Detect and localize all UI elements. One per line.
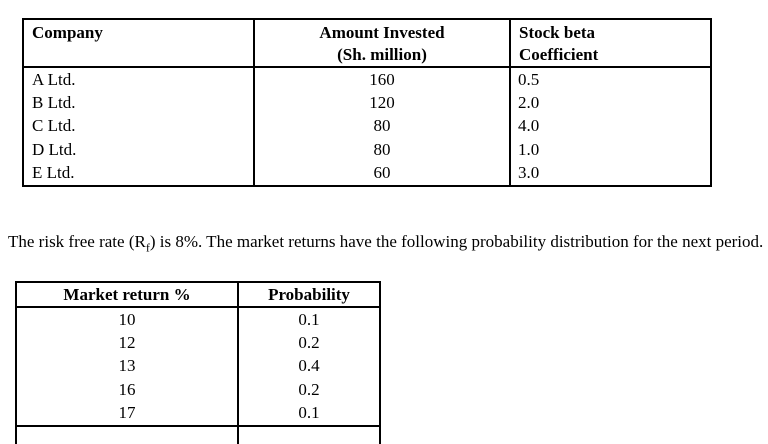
table-row-amount: 80 [255,138,511,162]
market-return-table: Market return % Probability 10 0.1 12 0.… [15,281,381,444]
table-row-market-return: 13 [17,354,239,379]
paragraph-text-pre: The risk free rate (R [8,232,146,251]
table-row-probability: 0.2 [298,379,320,399]
risk-free-rate-paragraph: The risk free rate (Rf) is 8%. The marke… [8,230,766,253]
table-row-market-return: 16 [17,378,239,402]
table-row-beta: 0.5 [518,69,540,89]
table-row-company: B Ltd. [24,91,255,115]
header-amount-line2: (Sh. million) [337,45,427,64]
table-clipped-row-left [17,424,239,444]
table-row-probability: 0.1 [298,309,320,329]
table-row-probability: 0.1 [298,403,320,423]
header-stock-beta: Stock beta Coefficient [511,20,710,68]
table-row-company: D Ltd. [24,138,255,162]
table-row-beta: 3.0 [518,163,540,183]
table-row-market-return: 12 [17,331,239,355]
header-company: Company [24,20,255,68]
header-probability: Probability [239,283,379,308]
header-beta-line2: Coefficient [519,45,599,64]
table-row-amount: 80 [255,114,511,139]
table-row-market-return: 17 [17,401,239,425]
header-amount-invested: Amount Invested (Sh. million) [255,20,511,68]
table-row-beta: 2.0 [518,93,540,113]
table-row-beta: 1.0 [518,139,540,159]
table-clipped-row-right [239,424,379,444]
header-beta-line1: Stock beta [519,23,596,42]
header-company-label: Company [32,23,103,42]
table-row-probability: 0.2 [298,333,320,353]
table-row-company: C Ltd. [24,114,255,139]
table-row-beta: 4.0 [518,116,540,136]
header-amount-line1: Amount Invested [319,23,445,42]
table-row-company: A Ltd. [24,68,255,92]
table-row-company: E Ltd. [24,161,255,185]
paragraph-text-post: ) is 8%. The market returns have the fol… [149,232,764,251]
companies-table: Company Amount Invested (Sh. million) St… [22,18,712,187]
table-row-amount: 120 [255,91,511,115]
table-row-market-return: 10 [17,308,239,332]
rf-subscript: f [145,240,150,255]
table-row-amount: 160 [255,68,511,92]
table-row-amount: 60 [255,161,511,185]
header-market-return: Market return % [17,283,239,308]
table-row-probability: 0.4 [298,356,320,376]
